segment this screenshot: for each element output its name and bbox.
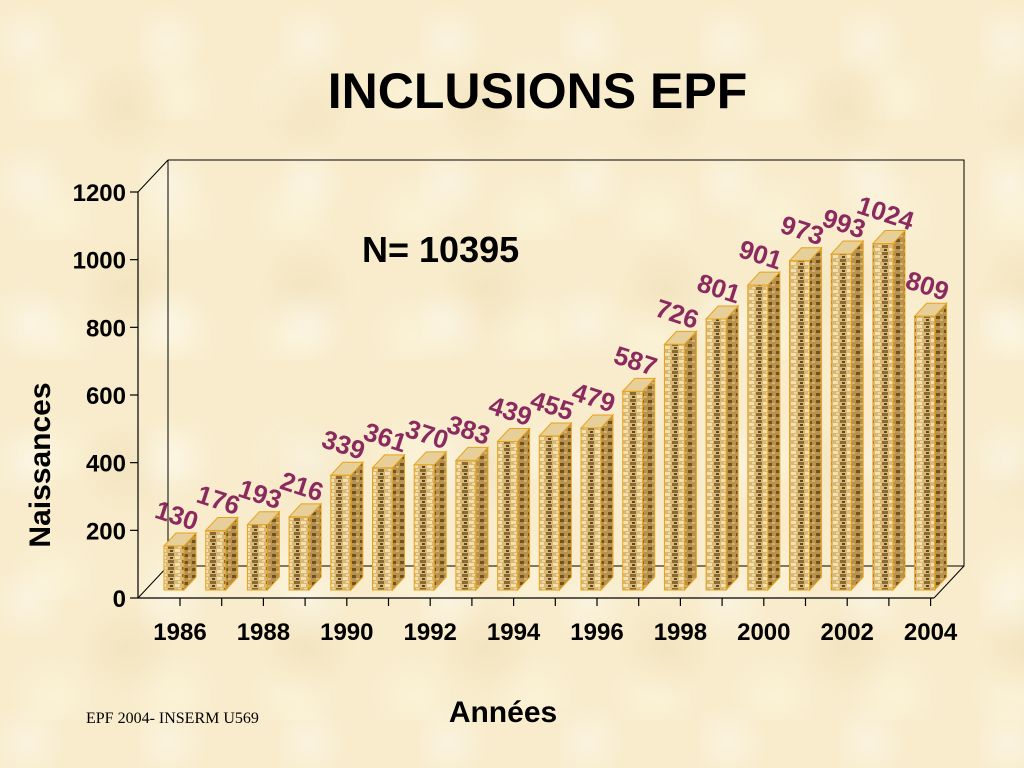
bar-front bbox=[747, 284, 769, 591]
bar bbox=[287, 502, 323, 592]
x-tick-label: 1990 bbox=[320, 619, 373, 646]
x-tick-label: 1994 bbox=[487, 619, 541, 646]
bar-side bbox=[642, 377, 656, 592]
x-tick-label: 2004 bbox=[904, 619, 958, 646]
y-axis-label: Naissances bbox=[24, 382, 57, 547]
bar bbox=[788, 246, 823, 592]
bar-front bbox=[163, 545, 185, 591]
x-tick-label: 2002 bbox=[821, 619, 874, 646]
bar-front bbox=[580, 427, 602, 591]
bar-front bbox=[205, 529, 227, 591]
y-tick-label: 400 bbox=[86, 451, 126, 478]
bar-side bbox=[308, 502, 322, 592]
bar bbox=[371, 453, 406, 592]
bar-side bbox=[558, 421, 572, 592]
bar-side bbox=[475, 446, 489, 592]
bar-front bbox=[288, 516, 310, 591]
x-tick-label: 1998 bbox=[654, 619, 707, 646]
bar-value-label: 726 bbox=[652, 293, 703, 335]
bar-value-label: 809 bbox=[902, 265, 953, 307]
bar-front bbox=[705, 318, 727, 591]
bar bbox=[913, 302, 948, 592]
bar bbox=[454, 446, 490, 592]
chart-title: INCLUSIONS EPF bbox=[327, 63, 748, 119]
bar bbox=[830, 239, 865, 592]
bar-side bbox=[892, 229, 906, 592]
bar-front bbox=[372, 467, 393, 591]
x-tick-label: 1996 bbox=[570, 619, 623, 646]
x-axis: 1986 1988 1990 1992 1994 1996 1998 2000 2002 2004 bbox=[138, 597, 958, 646]
bar-value-label: 216 bbox=[277, 465, 328, 507]
bar bbox=[871, 229, 907, 592]
footer-text: EPF 2004- INSERM U569 bbox=[86, 710, 259, 727]
x-tick-label: 1988 bbox=[237, 619, 290, 646]
y-tick-label: 200 bbox=[86, 518, 126, 545]
y-tick-label: 800 bbox=[86, 315, 126, 342]
bar-front bbox=[538, 435, 560, 591]
x-tick-label: 1992 bbox=[404, 619, 457, 646]
top-edge bbox=[137, 159, 169, 193]
bar bbox=[579, 413, 615, 592]
bar bbox=[704, 304, 740, 592]
bar-side bbox=[433, 450, 447, 592]
bars bbox=[162, 229, 948, 592]
floor-edge-left bbox=[137, 565, 169, 599]
y-tick-label: 600 bbox=[86, 383, 126, 410]
x-tick-label: 1986 bbox=[153, 619, 206, 646]
bar-value-label: 587 bbox=[610, 340, 661, 382]
plot-frame bbox=[137, 159, 965, 599]
floor-edge-right bbox=[933, 565, 965, 599]
y-axis: 0 200 400 600 800 1000 1200 bbox=[73, 180, 139, 613]
bar-side bbox=[850, 239, 864, 592]
bar bbox=[663, 330, 698, 592]
bar-side bbox=[392, 453, 405, 592]
bar-front bbox=[330, 474, 352, 591]
bar bbox=[329, 461, 364, 592]
y-tick-label: 0 bbox=[113, 586, 126, 613]
bar-side bbox=[350, 461, 364, 592]
bar-front bbox=[246, 524, 268, 591]
bar-front bbox=[830, 253, 852, 591]
bar-front bbox=[413, 464, 435, 591]
bar bbox=[162, 531, 198, 592]
bar bbox=[746, 270, 781, 592]
bar-side bbox=[809, 246, 822, 592]
bar-side bbox=[683, 330, 697, 592]
bar-side bbox=[725, 304, 739, 592]
bar bbox=[246, 510, 281, 592]
bar-value-label: 455 bbox=[527, 385, 578, 427]
bar-side bbox=[600, 413, 614, 592]
bar-value-label: 801 bbox=[694, 267, 745, 309]
y-tick-label: 1000 bbox=[73, 248, 126, 275]
bar-front bbox=[789, 260, 810, 591]
bar bbox=[204, 516, 239, 592]
bar bbox=[621, 377, 656, 592]
bar-front bbox=[914, 315, 936, 591]
bar-front bbox=[872, 243, 894, 591]
bar-side bbox=[517, 427, 531, 592]
x-tick-label: 2000 bbox=[737, 619, 790, 646]
bar-front bbox=[622, 390, 644, 591]
bar bbox=[413, 450, 448, 592]
y-tick-label: 1200 bbox=[73, 180, 126, 207]
bar-value-label: 901 bbox=[735, 234, 786, 276]
bar-side bbox=[934, 302, 948, 592]
bar-side bbox=[767, 270, 781, 592]
total-annotation: N= 10395 bbox=[362, 229, 519, 270]
bar bbox=[538, 421, 573, 592]
x-axis-label: Années bbox=[449, 696, 557, 729]
bar bbox=[496, 427, 531, 592]
bar-front bbox=[497, 440, 519, 591]
bar-front bbox=[663, 343, 685, 591]
bar-value-label: 479 bbox=[569, 376, 620, 418]
bar-front bbox=[455, 459, 477, 591]
